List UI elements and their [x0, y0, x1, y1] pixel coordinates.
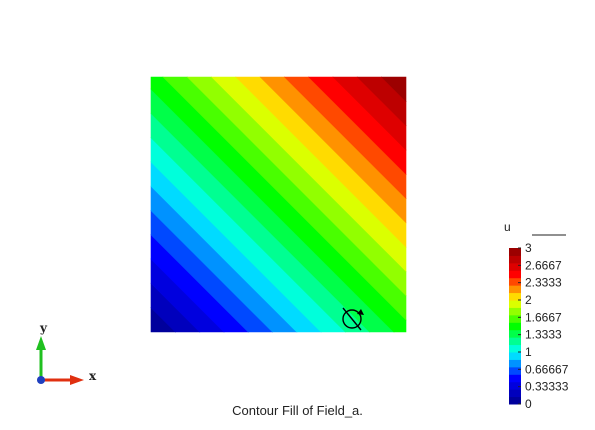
colorbar-tick-label: 0.33333 [525, 380, 569, 394]
colorbar-band [509, 307, 521, 316]
triad-y-arrowhead [36, 336, 46, 350]
colorbar-band [509, 374, 521, 383]
plot-caption: Contour Fill of Field_a. [232, 403, 363, 418]
triad-x-arrowhead [70, 375, 84, 385]
colorbar: u 3 2.6667 2.3333 2 1.6667 1.3333 1 0.66667 0.33… [504, 220, 569, 411]
colorbar-tick-label: 1.3333 [525, 328, 562, 342]
colorbar-band [509, 359, 521, 368]
colorbar-tick-label: 0 [525, 397, 532, 411]
colorbar-tick-label: 0.66667 [525, 362, 569, 376]
colorbar-band [509, 381, 521, 390]
contour-plot[interactable] [150, 76, 407, 333]
triad-x-label: x [89, 369, 97, 383]
colorbar-tick-label: 2.6667 [525, 258, 562, 272]
colorbar-tick-label: 1 [525, 345, 532, 359]
colorbar-band [509, 262, 521, 271]
triad-y-label: y [39, 321, 48, 335]
colorbar-band [509, 352, 521, 360]
colorbar-band [509, 329, 521, 338]
colorbar-band [509, 255, 521, 264]
colorbar-band [509, 344, 521, 353]
rotate-cursor-icon [342, 307, 364, 331]
colorbar-tick-label: 1.6667 [525, 310, 562, 324]
triad-z-axis [37, 376, 45, 384]
contour-band [380, 76, 407, 103]
colorbar-tick-label: 3 [525, 241, 532, 255]
colorbar-band [509, 389, 521, 398]
colorbar-tick-label: 2 [525, 293, 532, 307]
colorbar-band [509, 337, 521, 346]
colorbar-band [509, 396, 521, 405]
colorbar-band [509, 300, 521, 308]
colorbar-ticks: 3 2.6667 2.3333 2 1.6667 1.3333 1 0.66667 0.3333… [518, 241, 569, 411]
colorbar-band [509, 322, 521, 331]
colorbar-tick-label: 2.3333 [525, 276, 562, 290]
colorbar-band [509, 285, 521, 294]
colorbar-band [509, 270, 521, 279]
colorbar-band [509, 314, 521, 323]
colorbar-title: u [504, 220, 511, 234]
colorbar-band [509, 366, 521, 375]
colorbar-band [509, 292, 521, 301]
colorbar-band [509, 248, 521, 256]
axes-triad: y x [36, 321, 97, 385]
colorbar-gradient [509, 248, 521, 405]
colorbar-band [509, 277, 521, 286]
